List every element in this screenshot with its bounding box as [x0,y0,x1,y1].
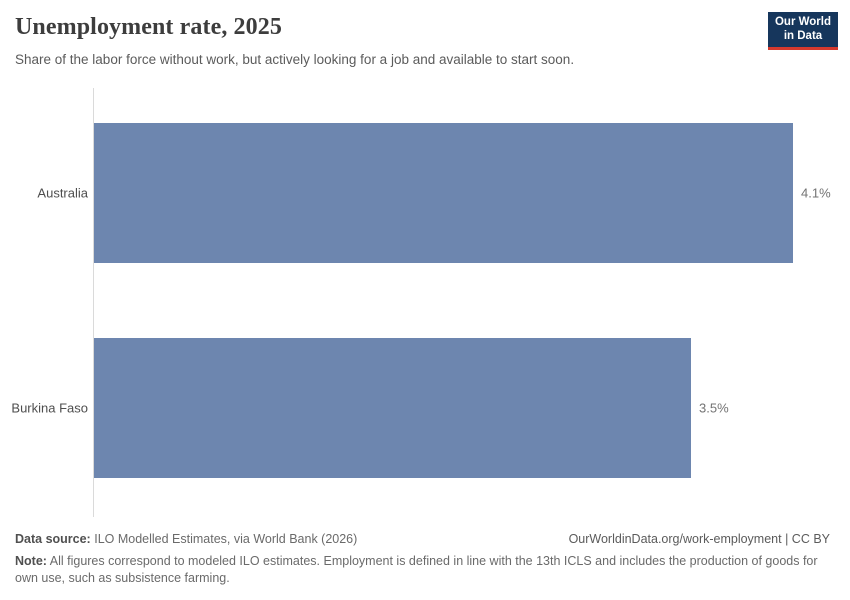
owid-logo-line1: Our World [774,15,831,28]
value-label: 3.5% [699,400,729,416]
note-text: All figures correspond to modeled ILO es… [15,553,818,585]
data-source: Data source: ILO Modelled Estimates, via… [15,531,357,548]
bar[interactable] [94,338,691,478]
chart-subtitle: Share of the labor force without work, b… [15,52,575,67]
bar-row: Burkina Faso 3.5% [0,338,850,478]
entity-label: Burkina Faso [11,400,88,416]
chart-note: Note: All figures correspond to modeled … [15,553,830,587]
data-source-text: ILO Modelled Estimates, via World Bank (… [94,532,358,546]
note-label: Note: [15,553,47,568]
bar[interactable] [94,123,793,263]
y-axis-line [93,88,94,517]
owid-logo[interactable]: Our World in Data [768,12,838,50]
chart-footer: Data source: ILO Modelled Estimates, via… [15,531,830,587]
owid-logo-line2: in Data [783,29,823,42]
entity-label: Australia [37,185,88,201]
value-label: 4.1% [801,185,831,201]
bar-row: Australia 4.1% [0,123,850,263]
attribution-link[interactable]: OurWorldinData.org/work-employment | CC … [568,532,830,546]
page-title: Unemployment rate, 2025 [15,14,282,40]
data-source-label: Data source: [15,532,91,546]
